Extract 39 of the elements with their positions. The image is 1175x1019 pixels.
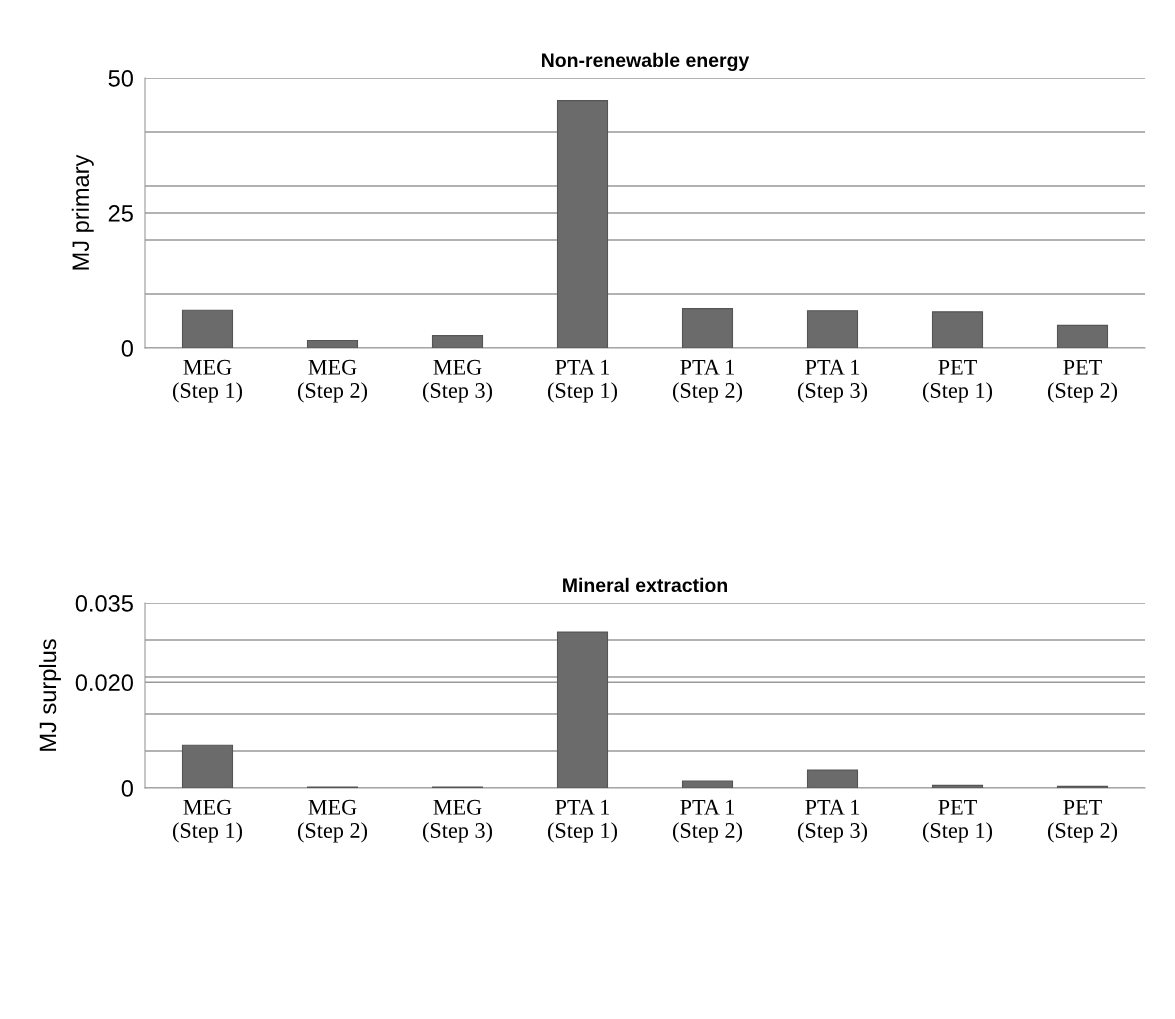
y-tick-label: 0: [121, 340, 133, 357]
bar: [181, 309, 234, 348]
chart-title: Non-renewable energy: [542, 52, 750, 72]
x-tick-label: PET (Step 1): [922, 359, 993, 403]
x-tick-label: MEG (Step 2): [297, 799, 368, 843]
x-tick-label: PET (Step 1): [922, 799, 993, 843]
y-tick-label: 25: [108, 205, 133, 222]
y-axis-title: MJ surplus: [38, 639, 61, 751]
bar: [681, 308, 734, 348]
bar: [806, 310, 859, 348]
x-tick-label: PTA 1 (Step 3): [797, 359, 868, 403]
bar: [806, 769, 859, 788]
x-tick-label: MEG (Step 1): [172, 799, 243, 843]
x-tick-label: MEG (Step 3): [422, 799, 493, 843]
bar: [1056, 324, 1109, 348]
y-axis-title: MJ primary: [71, 154, 94, 270]
bar: [931, 311, 984, 348]
x-tick-label: PTA 1 (Step 2): [672, 799, 743, 843]
y-tick-label: 0.020: [75, 674, 133, 692]
bar: [306, 339, 359, 348]
y-tick-label: 0.035: [75, 595, 133, 612]
y-tick-label: 50: [108, 70, 133, 87]
x-tick-label: PET (Step 2): [1047, 799, 1118, 843]
bar: [931, 784, 984, 788]
x-tick-label: MEG (Step 1): [172, 359, 243, 403]
x-tick-label: MEG (Step 3): [422, 359, 493, 403]
x-tick-label: PTA 1 (Step 1): [547, 359, 618, 403]
x-tick-label: PTA 1 (Step 1): [547, 799, 618, 843]
y-tick-label: 0: [121, 780, 133, 797]
chart-title: Mineral extraction: [563, 577, 728, 593]
x-tick-label: PET (Step 2): [1047, 359, 1118, 403]
bar: [681, 780, 734, 788]
bar: [431, 335, 484, 348]
bar: [181, 744, 234, 788]
x-tick-label: MEG (Step 2): [297, 359, 368, 403]
x-tick-label: PTA 1 (Step 3): [797, 799, 868, 843]
x-tick-label: PTA 1 (Step 2): [672, 359, 743, 403]
bar: [556, 631, 609, 788]
bar: [556, 100, 609, 348]
